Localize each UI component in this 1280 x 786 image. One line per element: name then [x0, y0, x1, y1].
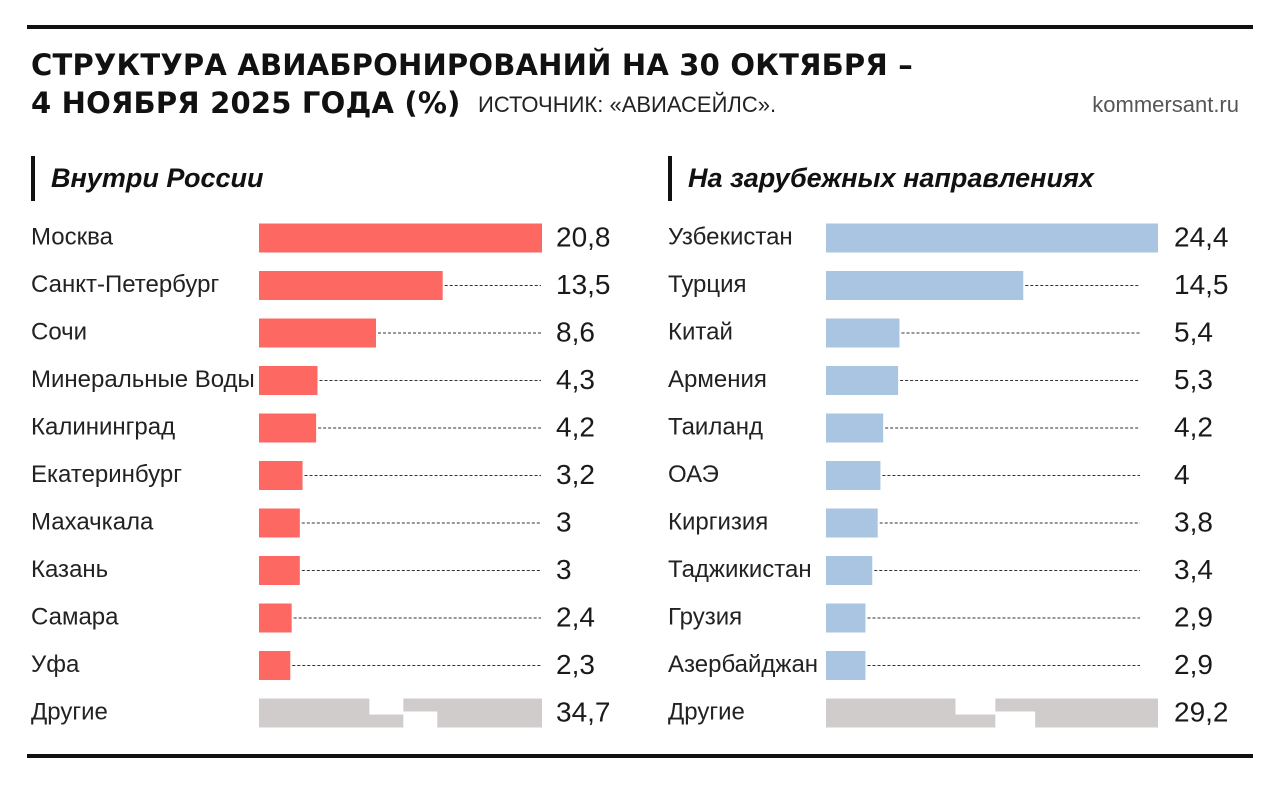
value-label: 2,4: [556, 601, 595, 632]
bar: [259, 366, 318, 395]
bar: [826, 651, 866, 680]
bar-other-part: [826, 698, 996, 728]
category-label: Китай: [668, 318, 733, 345]
bar: [826, 318, 900, 348]
category-label: Екатеринбург: [31, 461, 182, 488]
value-label: 5,4: [1174, 316, 1213, 347]
category-label: Узбекистан: [668, 223, 793, 250]
category-label: Уфа: [31, 651, 80, 678]
category-label: Самара: [31, 603, 119, 630]
value-label: 5,3: [1174, 364, 1213, 395]
chart-international: Узбекистан 24,4 Турция 14,5 Китай 5,4 Армения 5…: [668, 221, 1229, 728]
bar: [826, 556, 873, 585]
value-label: 2,9: [1174, 601, 1213, 632]
chart-domestic: Москва 20,8 Санкт-Петербург 13,5 Сочи 8,6 Мине…: [31, 221, 611, 728]
bar: [826, 413, 884, 443]
category-label: Санкт-Петербург: [31, 271, 219, 298]
bar: [259, 223, 542, 253]
bar: [259, 318, 377, 348]
bar: [826, 366, 899, 395]
value-label: 13,5: [556, 269, 611, 300]
bar: [259, 508, 300, 538]
bar: [826, 603, 866, 633]
panel-title-domestic: Внутри России: [31, 156, 263, 201]
value-label: 2,9: [1174, 649, 1213, 680]
value-label: 24,4: [1174, 221, 1229, 252]
category-label: Москва: [31, 223, 114, 250]
site-credit: kommersant.ru: [1092, 92, 1239, 117]
bar: [259, 271, 443, 300]
category-label: Казань: [31, 556, 108, 583]
value-label: 34,7: [556, 696, 611, 727]
category-label: Азербайджан: [668, 651, 818, 678]
bar: [826, 271, 1024, 300]
value-label: 8,6: [556, 316, 595, 347]
category-label: Сочи: [31, 318, 87, 345]
top-rule: [27, 25, 1253, 29]
source-note: ИСТОЧНИК: «АВИАСЕЙЛС».: [478, 92, 777, 117]
value-label: 3,2: [556, 459, 595, 490]
bar: [259, 413, 317, 443]
value-label: 4: [1174, 459, 1190, 490]
bar: [826, 461, 881, 490]
bar: [259, 461, 303, 490]
category-label: Таиланд: [668, 413, 763, 440]
category-label: Минеральные Воды: [31, 366, 255, 393]
bar: [259, 556, 300, 585]
value-label: 14,5: [1174, 269, 1229, 300]
bar: [826, 223, 1158, 253]
category-label: Грузия: [668, 603, 742, 630]
bar: [259, 651, 291, 680]
value-label: 3: [556, 554, 572, 585]
chart-title-line2: 4 НОЯБРЯ 2025 ГОДА (%): [31, 86, 461, 120]
chart-title-line1: СТРУКТУРА АВИАБРОНИРОВАНИЙ НА 30 ОКТЯБРЯ…: [31, 48, 913, 82]
value-label: 3,8: [1174, 506, 1213, 537]
category-label: Киргизия: [668, 508, 768, 535]
bottom-rule: [27, 754, 1253, 758]
value-label: 29,2: [1174, 696, 1229, 727]
value-label: 20,8: [556, 221, 611, 252]
category-label: Махачкала: [31, 508, 154, 535]
panel-title-international: На зарубежных направлениях: [668, 156, 1094, 201]
value-label: 2,3: [556, 649, 595, 680]
value-label: 4,2: [1174, 411, 1213, 442]
bar-other-part: [259, 698, 404, 728]
category-label: Калининград: [31, 413, 175, 440]
category-label: Другие: [31, 698, 108, 725]
category-label: Таджикистан: [668, 556, 812, 583]
value-label: 4,2: [556, 411, 595, 442]
category-label: Армения: [668, 366, 767, 393]
category-label: Турция: [668, 271, 747, 298]
bar-other-part: [403, 698, 542, 728]
value-label: 4,3: [556, 364, 595, 395]
category-label: ОАЭ: [668, 461, 719, 488]
category-label: Другие: [668, 698, 745, 725]
bar: [826, 508, 878, 538]
bar: [259, 603, 292, 633]
bar-other-part: [995, 698, 1158, 728]
value-label: 3: [556, 506, 572, 537]
value-label: 3,4: [1174, 554, 1213, 585]
